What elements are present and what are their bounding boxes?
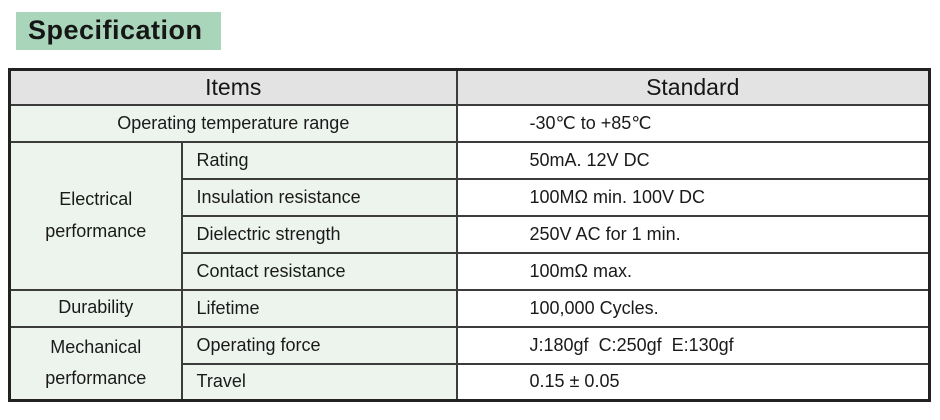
item-label-cell: Dielectric strength — [180, 214, 458, 254]
item-label-cell: Operating temperature range — [8, 103, 458, 143]
table-row-dielectric-strength: Dielectric strength 250V AC for 1 min. — [10, 214, 931, 254]
specification-table: Items Standard Operating temperature ran… — [8, 68, 932, 402]
items-group-cell-mechanical: Mechanical performance — [8, 325, 183, 402]
standard-value-cell: 100mΩ max. — [455, 251, 931, 291]
table-row-contact-resistance: Contact resistance 100mΩ max. — [10, 251, 931, 291]
header-standard-cell: Standard — [455, 68, 931, 106]
item-label-cell: Operating force — [180, 325, 458, 365]
table-row-rating: Electrical performance Rating 50mA. 12V … — [8, 140, 931, 291]
table-row-travel: Travel 0.15 ± 0.05 — [10, 362, 931, 402]
items-group-cell-electrical: Electrical performance — [8, 140, 183, 291]
item-label-cell: Travel — [180, 362, 458, 402]
items-group-cell-durability: Durability — [8, 288, 183, 328]
standard-value-cell: 0.15 ± 0.05 — [455, 362, 931, 402]
table-row-operating-temperature: Operating temperature range -30℃ to +85℃ — [8, 103, 931, 143]
item-label-cell: Insulation resistance — [180, 177, 458, 217]
standard-value-cell: 250V AC for 1 min. — [455, 214, 931, 254]
page-title: Specification — [28, 15, 203, 45]
standard-value-cell: 100MΩ min. 100V DC — [455, 177, 931, 217]
header-items-cell: Items — [8, 68, 458, 106]
table-row-insulation-resistance: Insulation resistance 100MΩ min. 100V DC — [10, 177, 931, 217]
item-label-cell: Lifetime — [180, 288, 458, 328]
standard-value-cell: 50mA. 12V DC — [455, 140, 931, 180]
header-row: Items Standard — [8, 68, 931, 106]
item-label-cell: Rating — [180, 140, 458, 180]
page-title-band: Specification — [16, 12, 221, 50]
item-label-cell: Contact resistance — [180, 251, 458, 291]
standard-value-cell: 100,000 Cycles. — [455, 288, 931, 328]
table-row-operating-force: Mechanical performance Operating force J… — [8, 325, 931, 402]
table-row-lifetime: Durability Lifetime 100,000 Cycles. — [8, 288, 931, 328]
standard-value-cell: -30℃ to +85℃ — [455, 103, 931, 143]
standard-value-cell: J:180gf C:250gf E:130gf — [455, 325, 931, 365]
